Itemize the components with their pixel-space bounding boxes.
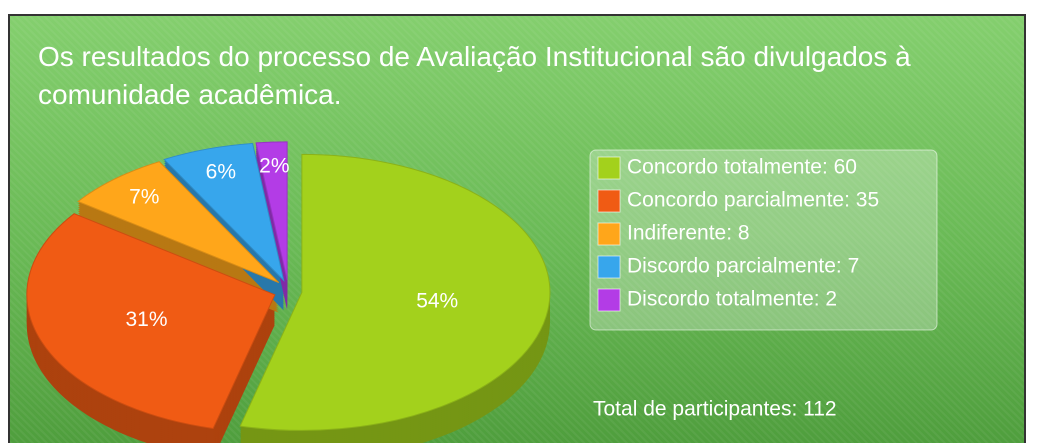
slice [77, 161, 280, 284]
legend-label: Discordo totalmente: 2 [627, 288, 837, 311]
legend-swatch [597, 156, 621, 180]
pie [26, 141, 551, 443]
slice [163, 142, 285, 282]
legend-label: Concordo parcialmente: 35 [627, 189, 879, 212]
legend-swatch [597, 288, 621, 312]
legend-label: Indiferente: 8 [627, 222, 750, 245]
slice-label: 6% [206, 160, 236, 183]
chart-frame: Os resultados do processo de Avaliação I… [8, 14, 1026, 443]
slice-label: 54% [416, 289, 458, 312]
slice [255, 141, 288, 280]
legend-label: Discordo parcialmente: 7 [627, 255, 859, 278]
slice [239, 153, 551, 431]
legend-swatch [597, 222, 621, 246]
legend-swatch [597, 255, 621, 279]
chart-title: Os resultados do processo de Avaliação I… [38, 41, 911, 110]
legend-label: Concordo totalmente: 60 [627, 156, 857, 179]
slice [26, 213, 276, 430]
annotation: Total de participantes: 112 [593, 398, 837, 421]
legend-box [589, 149, 938, 331]
slice-label: 2% [259, 154, 289, 177]
slice-label: 7% [129, 185, 159, 208]
legend-swatch [597, 189, 621, 213]
chart: Total de participantes: 112 54% 31% 7% 6% 2%… [26, 141, 938, 443]
slice-label: 31% [125, 308, 167, 331]
